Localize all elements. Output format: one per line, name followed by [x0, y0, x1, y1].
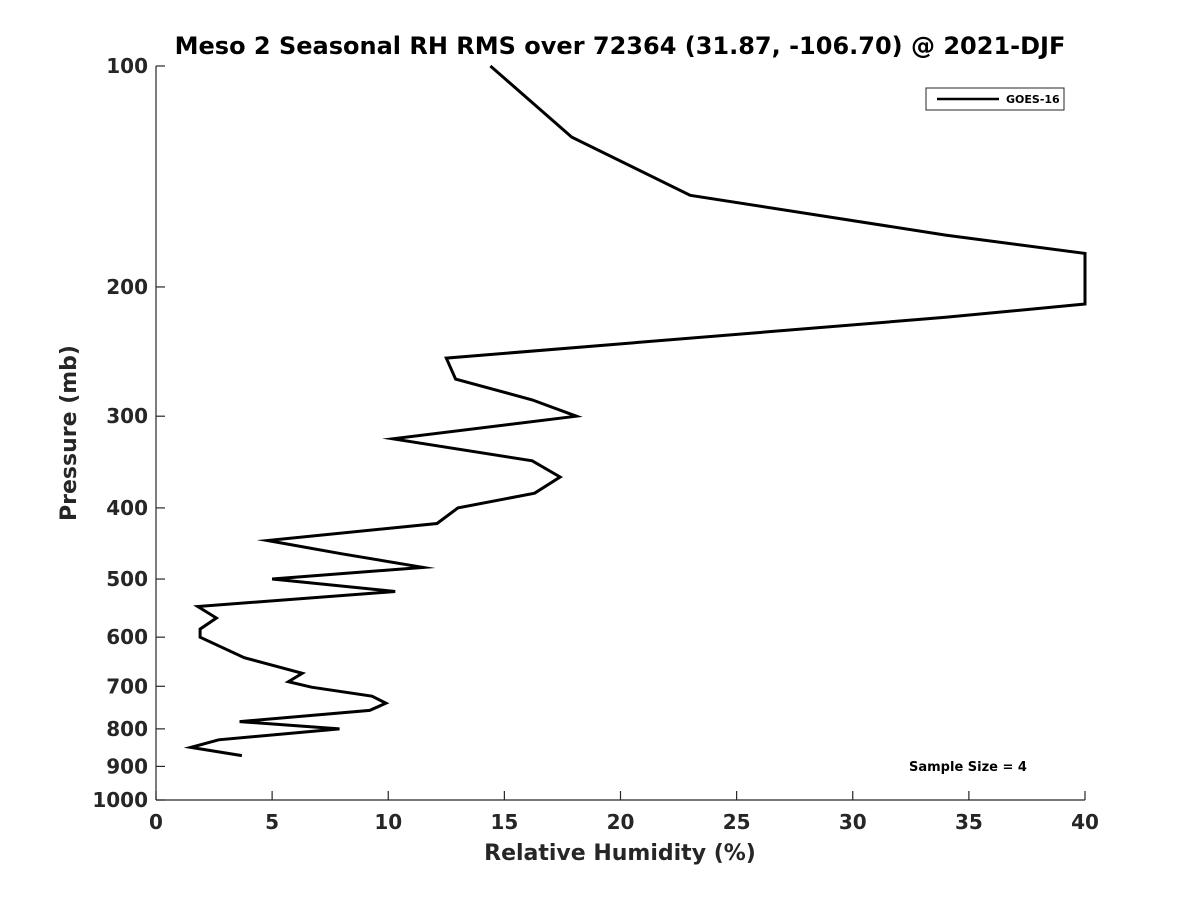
x-tick-label: 40	[1071, 810, 1099, 834]
y-tick-label: 700	[106, 674, 148, 698]
y-tick-label: 800	[106, 717, 148, 741]
y-tick-label: 400	[106, 496, 148, 520]
y-tick-label: 1000	[92, 788, 148, 812]
x-ticks: 0 5 10 15 20 25 30 35 40	[149, 791, 1099, 834]
x-tick-label: 15	[490, 810, 518, 834]
x-tick-label: 35	[955, 810, 983, 834]
series-layer	[183, 64, 1087, 758]
legend: GOES-16	[925, 87, 1065, 111]
series-line-goes-16	[183, 64, 1087, 758]
y-tick-label: 300	[106, 404, 148, 428]
x-tick-label: 25	[723, 810, 751, 834]
y-ticks: 100 200 300 400 500 600 700 800 900 1000	[92, 54, 165, 812]
x-tick-label: 30	[839, 810, 867, 834]
x-tick-label: 5	[265, 810, 279, 834]
y-axis-label: Pressure (mb)	[57, 345, 82, 521]
legend-label-goes-16: GOES-16	[1006, 93, 1060, 106]
y-tick-label: 900	[106, 754, 148, 778]
y-tick-label: 200	[106, 275, 148, 299]
y-tick-label: 100	[106, 54, 148, 78]
x-tick-label: 20	[607, 810, 635, 834]
y-tick-label: 500	[106, 567, 148, 591]
sample-size-annotation: Sample Size = 4	[909, 760, 1027, 775]
chart-title: Meso 2 Seasonal RH RMS over 72364 (31.87…	[175, 32, 1066, 60]
axes	[155, 66, 1085, 801]
x-tick-label: 0	[149, 810, 163, 834]
y-tick-label: 600	[106, 625, 148, 649]
x-axis-label: Relative Humidity (%)	[484, 841, 756, 866]
x-tick-label: 10	[374, 810, 402, 834]
